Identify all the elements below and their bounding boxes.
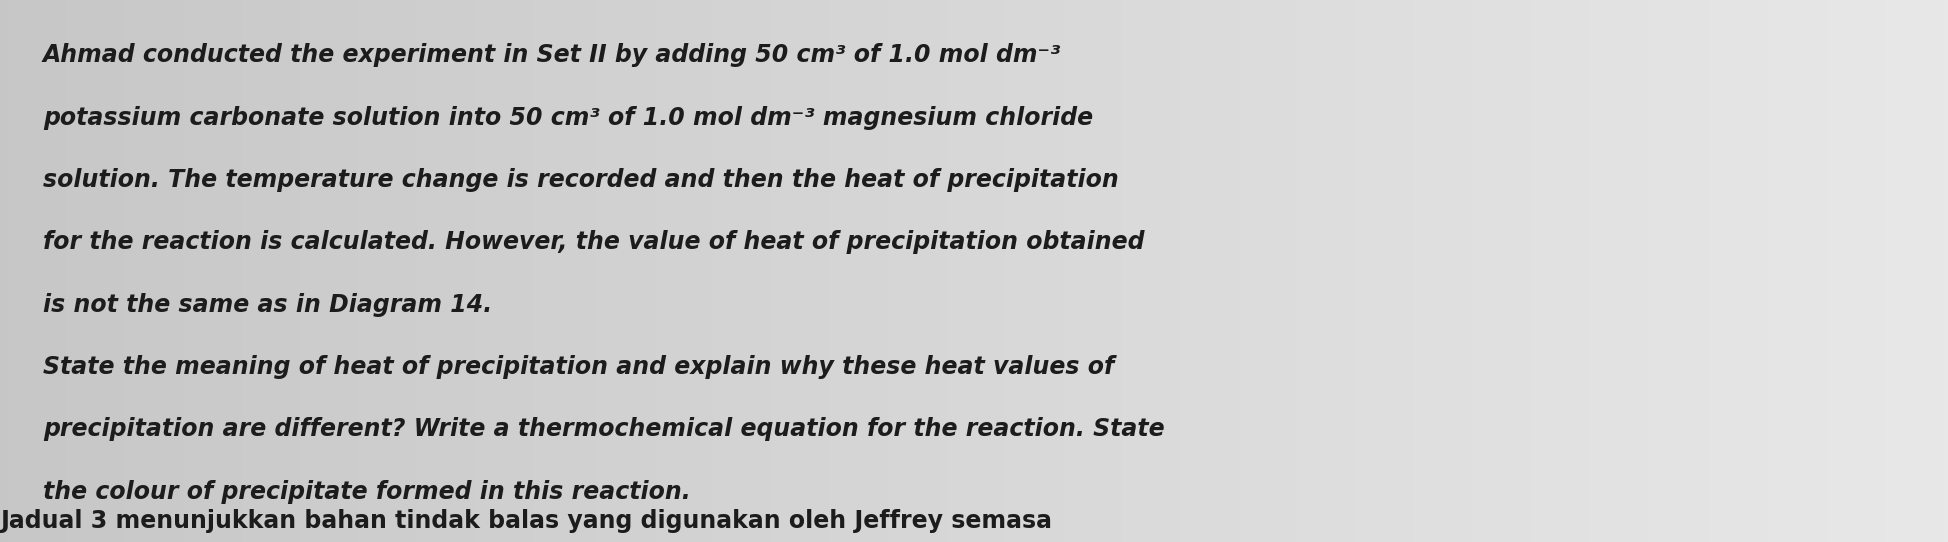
Text: is not the same as in Diagram 14.: is not the same as in Diagram 14. — [43, 293, 493, 317]
Text: Jadual 3 menunjukkan bahan tindak balas yang digunakan oleh Jeffrey semasa: Jadual 3 menunjukkan bahan tindak balas … — [0, 509, 1052, 533]
Text: solution. The temperature change is recorded and then the heat of precipitation: solution. The temperature change is reco… — [43, 168, 1118, 192]
Text: the colour of precipitate formed in this reaction.: the colour of precipitate formed in this… — [43, 480, 692, 504]
Text: State the meaning of heat of precipitation and explain why these heat values of: State the meaning of heat of precipitati… — [43, 355, 1114, 379]
Text: Ahmad conducted the experiment in Set II by adding 50 cm³ of 1.0 mol dm⁻³: Ahmad conducted the experiment in Set II… — [43, 43, 1062, 67]
Text: precipitation are different? Write a thermochemical equation for the reaction. S: precipitation are different? Write a the… — [43, 417, 1165, 441]
Text: for the reaction is calculated. However, the value of heat of precipitation obta: for the reaction is calculated. However,… — [43, 230, 1143, 254]
Text: potassium carbonate solution into 50 cm³ of 1.0 mol dm⁻³ magnesium chloride: potassium carbonate solution into 50 cm³… — [43, 106, 1093, 130]
